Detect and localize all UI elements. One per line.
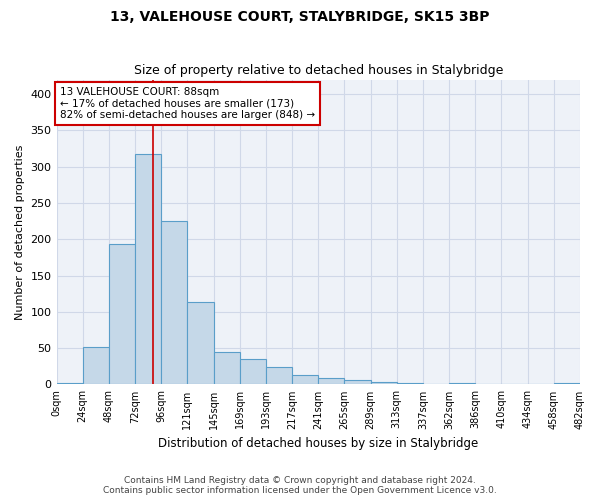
Bar xyxy=(449,383,475,384)
Bar xyxy=(344,380,371,384)
Bar xyxy=(240,359,266,384)
X-axis label: Distribution of detached houses by size in Stalybridge: Distribution of detached houses by size … xyxy=(158,437,478,450)
Bar xyxy=(83,348,109,385)
Bar xyxy=(214,352,240,384)
Text: 13, VALEHOUSE COURT, STALYBRIDGE, SK15 3BP: 13, VALEHOUSE COURT, STALYBRIDGE, SK15 3… xyxy=(110,10,490,24)
Bar xyxy=(266,367,292,384)
Bar xyxy=(397,383,423,384)
Bar xyxy=(292,375,318,384)
Bar xyxy=(135,154,161,384)
Bar xyxy=(56,383,83,384)
Bar xyxy=(318,378,344,384)
Bar xyxy=(161,221,187,384)
Text: 13 VALEHOUSE COURT: 88sqm
← 17% of detached houses are smaller (173)
82% of semi: 13 VALEHOUSE COURT: 88sqm ← 17% of detac… xyxy=(60,87,315,120)
Title: Size of property relative to detached houses in Stalybridge: Size of property relative to detached ho… xyxy=(134,64,503,77)
Text: Contains HM Land Registry data © Crown copyright and database right 2024.
Contai: Contains HM Land Registry data © Crown c… xyxy=(103,476,497,495)
Bar xyxy=(554,383,580,384)
Bar xyxy=(187,302,214,384)
Bar xyxy=(109,244,135,384)
Y-axis label: Number of detached properties: Number of detached properties xyxy=(15,144,25,320)
Bar xyxy=(371,382,397,384)
